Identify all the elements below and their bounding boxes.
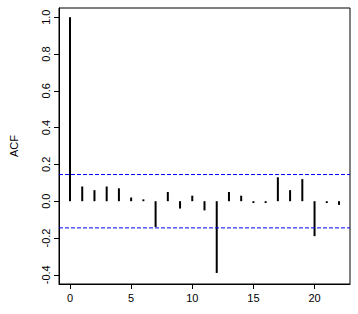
svg-text:ACF: ACF (8, 135, 20, 157)
svg-text:1.0: 1.0 (40, 10, 52, 25)
svg-text:0.6: 0.6 (40, 83, 52, 98)
svg-text:0.8: 0.8 (40, 46, 52, 61)
svg-text:20: 20 (308, 292, 320, 304)
svg-text:10: 10 (186, 292, 198, 304)
svg-text:-0.2: -0.2 (40, 229, 52, 248)
svg-text:0.2: 0.2 (40, 157, 52, 172)
svg-text:0: 0 (67, 292, 73, 304)
svg-text:0.0: 0.0 (40, 194, 52, 209)
svg-text:5: 5 (128, 292, 134, 304)
svg-text:-0.4: -0.4 (40, 265, 52, 284)
svg-text:0.4: 0.4 (40, 120, 52, 135)
svg-text:15: 15 (247, 292, 259, 304)
